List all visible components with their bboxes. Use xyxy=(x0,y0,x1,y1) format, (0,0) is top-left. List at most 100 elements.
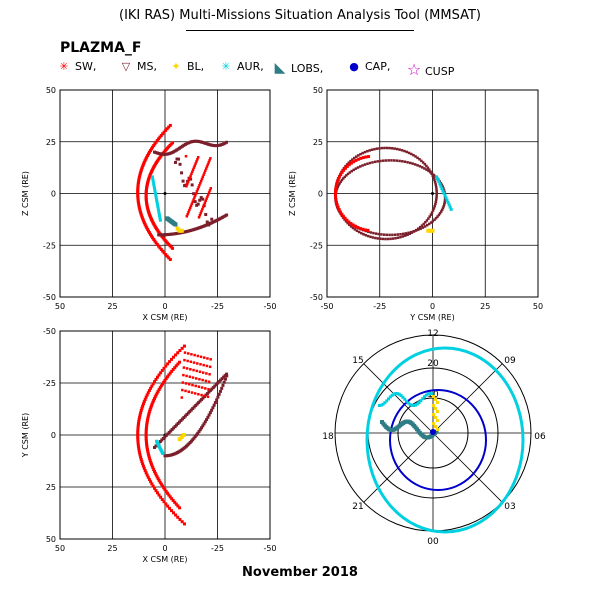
legend-label: AUR, xyxy=(237,60,264,73)
ms-track-point xyxy=(421,161,425,164)
aur-track-point xyxy=(447,203,451,207)
aur-track-point xyxy=(152,184,156,188)
sw-track-inner-point xyxy=(151,400,155,404)
ms-track-point xyxy=(388,146,391,150)
sw-scatter-point xyxy=(203,171,206,175)
bl-point xyxy=(432,404,435,407)
sw-scatter-point xyxy=(204,169,207,172)
sw-track-inner-point xyxy=(160,484,164,488)
sw-track-point xyxy=(157,244,161,248)
sw-track-point xyxy=(136,201,140,205)
ms-track-point xyxy=(399,235,402,239)
ms-track-point xyxy=(383,146,386,150)
ms-track-point xyxy=(429,213,433,216)
sw-track-inner-point xyxy=(166,375,170,379)
sw-track-point xyxy=(142,400,146,404)
sw-track-point xyxy=(137,449,141,453)
aur-point xyxy=(379,403,383,407)
ms-track-point xyxy=(433,180,437,184)
aur-point xyxy=(406,401,410,405)
ms-track-point xyxy=(364,233,368,237)
sw-scatter-point xyxy=(202,363,205,367)
ms-track-point xyxy=(435,193,438,197)
sw-track-point xyxy=(174,513,178,517)
ms-track-point xyxy=(435,189,438,193)
sw-scatter-point xyxy=(208,373,211,376)
sw-track-inner-point xyxy=(162,380,166,384)
ms-track-point xyxy=(190,183,194,187)
ms-track-point xyxy=(435,192,438,195)
sw-track-point xyxy=(343,216,347,220)
ms-track-point xyxy=(403,149,406,153)
ms-track-point xyxy=(434,216,438,220)
sw-scatter-point xyxy=(199,211,202,215)
sw-track-inner-point xyxy=(167,373,171,377)
sw-track-point xyxy=(155,375,159,379)
sw-scatter-point xyxy=(190,202,194,206)
aur-track-point xyxy=(157,211,161,215)
sw-track-inner-point xyxy=(145,422,149,426)
aur-point xyxy=(390,393,394,397)
sw-track-point xyxy=(145,155,149,159)
sw-scatter-point xyxy=(192,361,196,364)
sw-track-inner-point xyxy=(163,378,167,382)
sw-scatter-point xyxy=(197,385,201,388)
ms-track-point xyxy=(345,163,349,166)
sw-scatter-point xyxy=(187,178,191,182)
sw-scatter-point xyxy=(193,392,197,395)
aur-track-point xyxy=(435,175,439,179)
sw-track-point xyxy=(164,502,168,506)
sw-scatter-point xyxy=(181,388,184,392)
sw-track-point xyxy=(335,200,339,204)
sw-scatter-point xyxy=(189,368,192,371)
ms-track-point xyxy=(210,408,214,412)
bl-track xyxy=(432,395,439,431)
aur-track-point xyxy=(444,196,448,200)
ms-track-point xyxy=(431,219,435,223)
sw-track-inner xyxy=(144,360,182,510)
sw-track-point xyxy=(146,475,150,479)
ms-track-point xyxy=(392,159,396,162)
aur-track-point xyxy=(153,191,157,195)
sw-scatter-point xyxy=(202,203,206,207)
sw-scatter-point xyxy=(207,191,211,194)
bl-track xyxy=(175,226,184,233)
sw-track-point xyxy=(157,137,161,141)
ms-track-point xyxy=(436,215,439,218)
sw-scatter-point xyxy=(208,365,212,369)
sw-scatter-point xyxy=(208,189,212,192)
aur-track-point xyxy=(436,177,440,181)
ms-track-point xyxy=(349,225,353,228)
ms-track-point xyxy=(195,433,198,437)
ms-track-point xyxy=(399,232,402,236)
sw-track-point xyxy=(136,433,140,437)
sw-track-inner xyxy=(144,141,175,250)
sw-track-point xyxy=(356,225,360,229)
sw-track-inner-point xyxy=(146,451,150,455)
ms-track-point xyxy=(355,155,358,158)
ms-track-point xyxy=(400,149,404,152)
ms-track-point xyxy=(416,227,420,230)
sw-track-point xyxy=(139,457,143,461)
sw-track-point xyxy=(333,190,337,194)
sw-track-inner-point xyxy=(174,502,178,506)
sw-scatter-point xyxy=(188,382,191,386)
bl-point xyxy=(434,398,437,401)
sw-scatter-point xyxy=(199,355,203,359)
ms-track-point xyxy=(419,227,422,230)
sw-track-point xyxy=(136,429,140,433)
legend: ✳ SW, ▽ MS, ✦ BL, ✳ AUR, ◣ LOBS, ● CAP, ☆ CUSP xyxy=(50,60,570,82)
sw-track-point xyxy=(333,193,337,197)
sw-track-point xyxy=(136,184,140,188)
ms-track-point xyxy=(204,213,208,217)
ms-track-point xyxy=(406,233,409,236)
x-tick-label: 50 xyxy=(533,302,543,311)
sw-track-point xyxy=(147,150,151,154)
sw-track-inner-point xyxy=(157,388,161,391)
sw-track-point xyxy=(151,145,155,149)
ms-track-point xyxy=(201,424,205,428)
hour-label: 18 xyxy=(322,432,334,442)
aur-track-point xyxy=(443,193,447,197)
ms-track-point xyxy=(390,159,393,162)
bl-point xyxy=(436,428,439,431)
